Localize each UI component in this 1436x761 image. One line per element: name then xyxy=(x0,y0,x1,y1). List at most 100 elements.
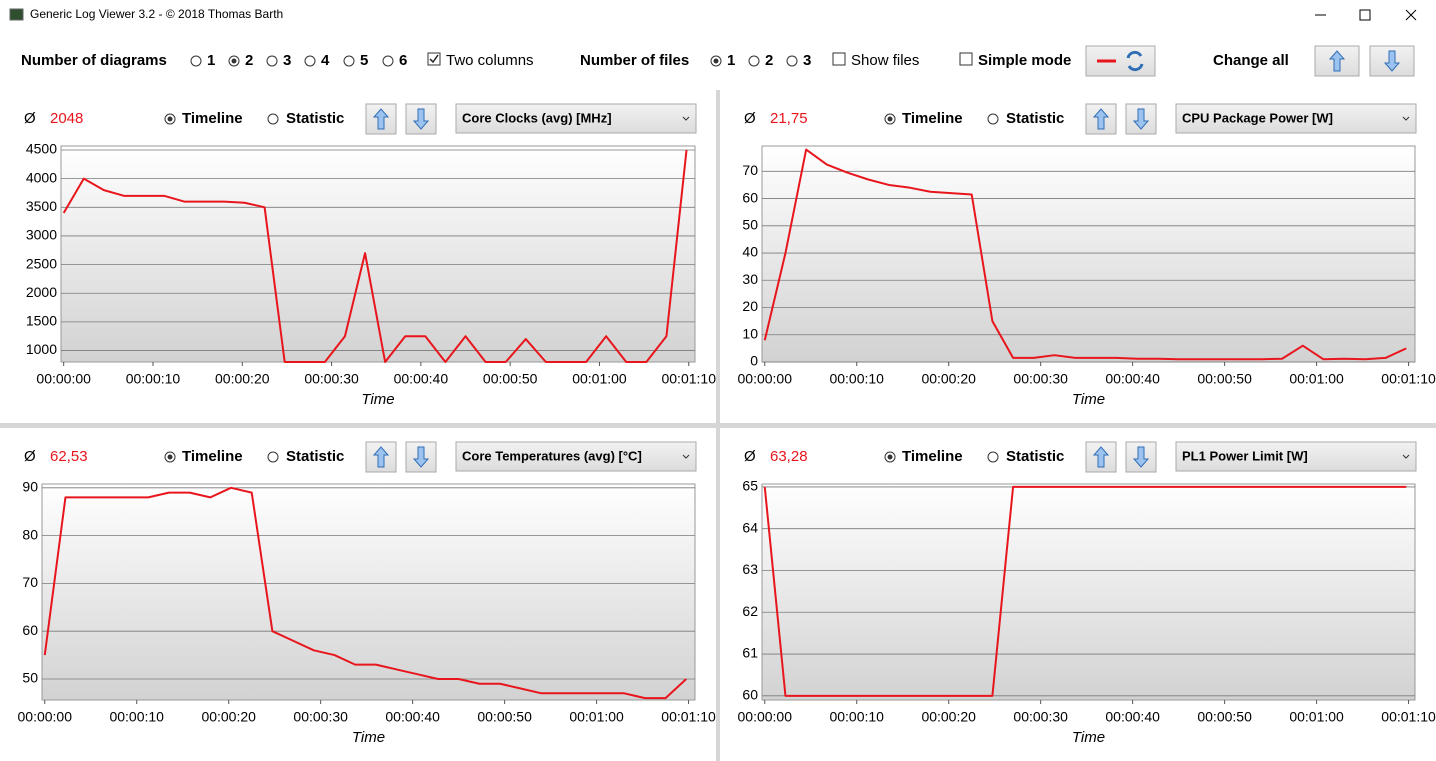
radio-dot xyxy=(167,454,173,460)
y-tick-label: 1500 xyxy=(26,313,57,329)
radio-dot xyxy=(167,116,173,122)
radio-button[interactable] xyxy=(987,113,999,125)
x-tick-label: 00:00:50 xyxy=(483,371,538,387)
y-tick-label: 20 xyxy=(742,298,758,314)
data-line xyxy=(763,148,1407,361)
radio-dot xyxy=(887,454,893,460)
color-button[interactable] xyxy=(1085,45,1156,77)
close-button[interactable] xyxy=(1405,9,1417,21)
arrow-icon xyxy=(1092,446,1110,468)
diagram-panel: Ø 21,75 Timeline Statistic CPU Package Power… xyxy=(720,90,1436,423)
x-tick-label: 00:00:30 xyxy=(304,371,359,387)
x-axis-label: Time xyxy=(1072,391,1105,408)
x-axis-label: Time xyxy=(361,391,394,408)
average-symbol: Ø xyxy=(744,448,756,465)
y-tick-label: 65 xyxy=(742,478,758,494)
label: Change all xyxy=(1213,52,1289,69)
y-tick-label: 60 xyxy=(742,189,758,205)
radio-button[interactable] xyxy=(786,55,798,67)
x-tick-label: 00:00:40 xyxy=(394,371,449,387)
arrow-icon xyxy=(412,108,430,130)
arrow-icon xyxy=(1328,50,1346,72)
x-tick-label: 00:01:00 xyxy=(1289,709,1344,725)
y-tick-label: 50 xyxy=(22,670,38,686)
checkbox-label: Two columns xyxy=(446,52,534,69)
arrow-icon xyxy=(1132,446,1150,468)
radio-dot xyxy=(887,116,893,122)
x-tick-label: 00:00:30 xyxy=(1013,709,1068,725)
radio-label: 6 xyxy=(399,52,407,69)
refresh-icon xyxy=(1126,50,1144,72)
radio-label: 1 xyxy=(727,52,735,69)
radio-label: 2 xyxy=(765,52,773,69)
radio-dot xyxy=(713,58,719,64)
channel-dropdown[interactable] xyxy=(1175,103,1417,134)
x-tick-label: 00:00:10 xyxy=(829,371,884,387)
radio-label: Statistic xyxy=(1006,110,1064,127)
checkbox[interactable] xyxy=(832,52,846,66)
arrow-icon xyxy=(1092,108,1110,130)
diagram-panel: Ø 2048 Timeline Statistic Core Clocks (avg) … xyxy=(0,90,716,423)
arrow-icon xyxy=(1383,50,1401,72)
radio-button[interactable] xyxy=(382,55,394,67)
radio-button[interactable] xyxy=(267,113,279,125)
y-tick-label: 61 xyxy=(742,645,758,661)
x-tick-label: 00:00:20 xyxy=(921,371,976,387)
radio-button[interactable] xyxy=(987,451,999,463)
radio-label: 3 xyxy=(283,52,291,69)
radio-label: 1 xyxy=(207,52,215,69)
average-value: 21,75 xyxy=(770,110,808,127)
radio-label: Statistic xyxy=(286,110,344,127)
radio-label: Timeline xyxy=(182,110,243,127)
checkmark xyxy=(429,54,439,64)
y-tick-label: 60 xyxy=(742,687,758,703)
y-tick-label: 2500 xyxy=(26,255,57,271)
x-tick-label: 00:00:20 xyxy=(201,709,256,725)
data-line xyxy=(43,486,687,700)
x-tick-label: 00:00:10 xyxy=(126,371,181,387)
checkbox[interactable] xyxy=(427,52,441,66)
y-tick-label: 60 xyxy=(22,622,38,638)
y-tick-label: 62 xyxy=(742,603,758,619)
radio-label: Timeline xyxy=(902,110,963,127)
maximize-button[interactable] xyxy=(1359,9,1371,21)
x-tick-label: 00:00:00 xyxy=(36,371,91,387)
radio-button[interactable] xyxy=(266,55,278,67)
x-tick-label: 00:00:10 xyxy=(109,709,164,725)
radio-button[interactable] xyxy=(748,55,760,67)
label: Number of files xyxy=(580,52,689,69)
arrow-icon xyxy=(372,108,390,130)
radio-label: 2 xyxy=(245,52,253,69)
y-tick-label: 4500 xyxy=(26,141,57,157)
x-tick-label: 00:00:50 xyxy=(477,709,532,725)
checkbox[interactable] xyxy=(959,52,973,66)
x-tick-label: 00:00:00 xyxy=(738,371,793,387)
radio-button[interactable] xyxy=(267,451,279,463)
dropdown-chevron xyxy=(1402,454,1410,459)
average-value: 2048 xyxy=(50,110,83,127)
x-tick-label: 00:01:00 xyxy=(1289,371,1344,387)
radio-label: 4 xyxy=(321,52,330,69)
radio-button[interactable] xyxy=(304,55,316,67)
dropdown-chevron xyxy=(682,454,690,459)
average-value: 62,53 xyxy=(50,448,88,465)
channel-dropdown[interactable] xyxy=(455,441,697,472)
y-tick-label: 40 xyxy=(742,244,758,260)
x-tick-label: 00:00:40 xyxy=(385,709,440,725)
x-tick-label: 00:00:00 xyxy=(18,709,73,725)
x-tick-label: 00:00:20 xyxy=(921,709,976,725)
channel-dropdown[interactable] xyxy=(455,103,697,134)
x-tick-label: 00:00:40 xyxy=(1105,371,1160,387)
diagram-panel: Ø 62,53 Timeline Statistic Core Temperatures… xyxy=(0,428,716,761)
radio-button[interactable] xyxy=(190,55,202,67)
radio-button[interactable] xyxy=(343,55,355,67)
x-tick-label: 00:01:10 xyxy=(1381,709,1436,725)
channel-dropdown[interactable] xyxy=(1175,441,1417,472)
plot-area xyxy=(761,145,1416,363)
dropdown-text: CPU Package Power [W] xyxy=(1182,110,1333,125)
x-tick-label: 00:00:10 xyxy=(829,709,884,725)
average-value: 63,28 xyxy=(770,448,808,465)
arrow-icon xyxy=(1132,108,1150,130)
plot-area xyxy=(761,483,1416,701)
